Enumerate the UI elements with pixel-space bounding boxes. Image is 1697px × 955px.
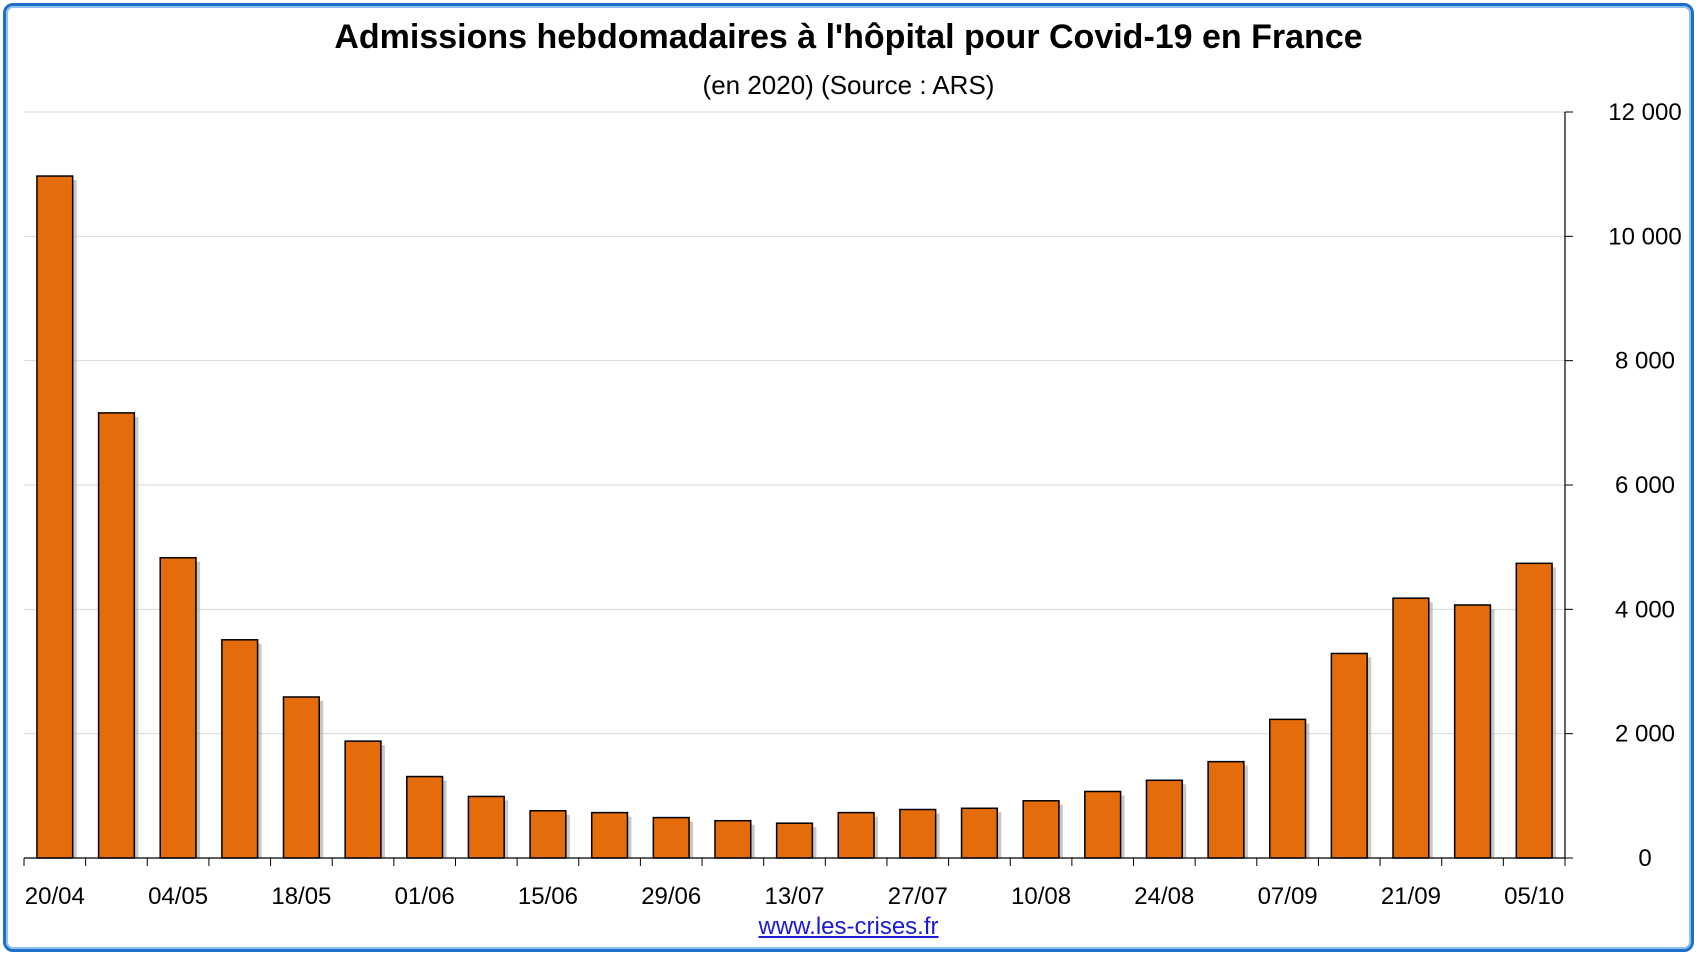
bar <box>468 796 504 858</box>
bar <box>1023 801 1059 858</box>
y-tick-label: 2 000 <box>1615 721 1675 748</box>
x-tick-label: 21/09 <box>1381 883 1441 910</box>
y-tick-label: 0 <box>1638 845 1651 872</box>
x-tick-label: 05/10 <box>1504 883 1564 910</box>
bar <box>222 640 258 858</box>
bar <box>838 813 874 858</box>
bar <box>37 176 73 858</box>
bar <box>715 821 751 858</box>
bar <box>653 818 689 858</box>
bar-chart: 12 000 10 000 8 000 6 000 4 000 2 000 0 20/04 04… <box>0 0 1697 955</box>
bar <box>530 811 566 858</box>
x-tick-label: 18/05 <box>271 883 331 910</box>
x-tick-label: 13/07 <box>764 883 824 910</box>
bar <box>1085 791 1121 858</box>
x-tick-label: 15/06 <box>518 883 578 910</box>
bar <box>1270 719 1306 858</box>
source-link[interactable]: www.les-crises.fr <box>0 913 1697 941</box>
bar <box>99 413 135 858</box>
x-tick-label: 01/06 <box>395 883 455 910</box>
y-tick-label: 6 000 <box>1615 472 1675 499</box>
bars <box>37 176 1556 858</box>
y-tick-label: 8 000 <box>1615 348 1675 375</box>
bar <box>1455 605 1491 858</box>
bar <box>1208 762 1244 858</box>
axes: 12 000 10 000 8 000 6 000 4 000 2 000 0 20/04 04… <box>24 99 1682 910</box>
bar <box>284 697 320 858</box>
bar <box>407 777 443 858</box>
bar <box>1146 780 1182 858</box>
bar <box>592 813 628 858</box>
x-tick-label: 07/09 <box>1258 883 1318 910</box>
bar <box>160 558 196 858</box>
x-tick-label: 27/07 <box>888 883 948 910</box>
bar <box>1516 563 1552 858</box>
x-tick-label: 10/08 <box>1011 883 1071 910</box>
bar <box>1393 598 1429 858</box>
bar <box>777 823 813 858</box>
y-tick-label: 12 000 <box>1608 99 1681 126</box>
bar <box>345 741 381 858</box>
x-tick-label: 29/06 <box>641 883 701 910</box>
y-tick-label: 10 000 <box>1608 223 1681 250</box>
bar <box>1331 653 1367 858</box>
x-tick-label: 04/05 <box>148 883 208 910</box>
x-tick-label: 24/08 <box>1134 883 1194 910</box>
bar <box>962 808 998 858</box>
y-tick-label: 4 000 <box>1615 596 1675 623</box>
bar <box>900 810 936 858</box>
x-tick-label: 20/04 <box>25 883 85 910</box>
